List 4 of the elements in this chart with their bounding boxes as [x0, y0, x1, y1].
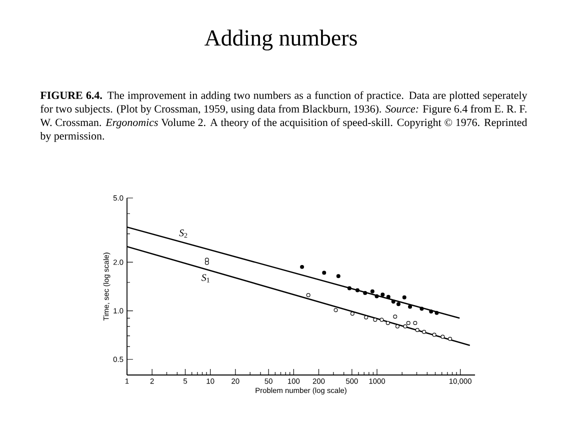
series-label: S$_{2}$: [179, 230, 188, 238]
chart-title: Adding numbers: [204, 30, 357, 50]
text: FIGURE 6.4. The improvement in adding two numbers as a function of practice. Data are plotted seperately for two subjects. (Plot by Crossman, 1959, using data from Blackburn, 1936). Source: Figure 6.4 from E. R. F. W. Crossman. Ergonomics Volume 2. A theory of the acquisition of speed-skill. Copyright © 1976. Reprinted by permission.: [40, 91, 528, 142]
series-label: S$_{1}$: [201, 274, 210, 282]
